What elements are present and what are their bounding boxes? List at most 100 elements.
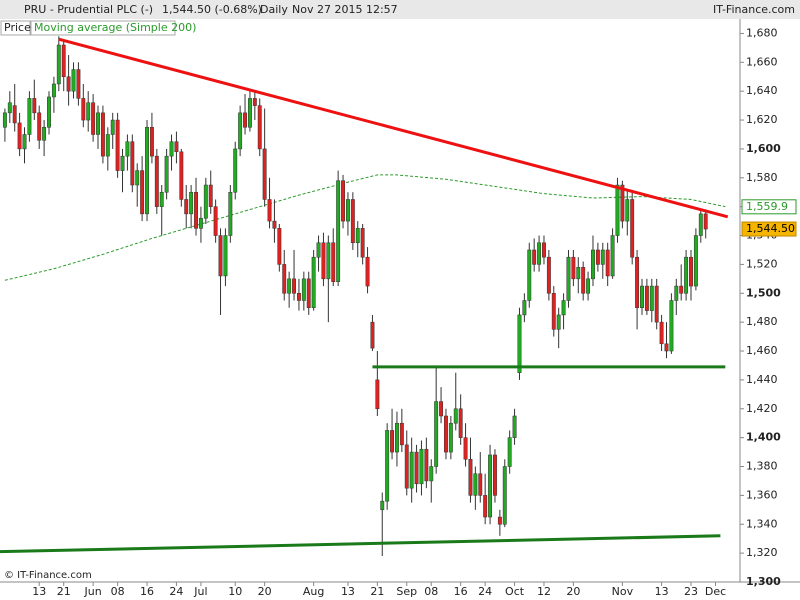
candle-body [145, 127, 149, 215]
y-tick-label: 1,460 [746, 344, 778, 357]
candle-body [605, 249, 610, 277]
candle-body [365, 256, 370, 287]
header-source: IT-Finance.com [713, 3, 795, 16]
candle-body [644, 285, 649, 311]
candle-body [125, 141, 130, 157]
candle-body [375, 379, 380, 410]
candle-body [581, 267, 586, 294]
candle-body [610, 235, 615, 277]
last-value-label: 1,559.9 [746, 200, 788, 213]
candle-body [61, 44, 66, 77]
candle-body [91, 102, 96, 135]
candle-body [404, 444, 409, 489]
candle-body [7, 102, 12, 114]
candle-body [571, 256, 576, 280]
candle-body [154, 155, 159, 207]
candle-body [517, 314, 522, 373]
x-tick-label: 23 [684, 585, 698, 598]
x-tick-label: 20 [566, 585, 580, 598]
candle-body [640, 285, 644, 308]
footer: © IT-Finance.com [4, 570, 92, 581]
y-tick-label: 1,500 [746, 286, 781, 299]
y-tick-label: 1,400 [746, 431, 781, 444]
candle-body [228, 191, 233, 236]
candle-body [32, 98, 37, 114]
candle-body [96, 112, 100, 135]
candle-body [292, 278, 296, 294]
header-quote: 1,544.50 (-0.68%) [162, 3, 262, 16]
x-tick-label: Jul [193, 585, 207, 598]
candle-body [532, 249, 537, 265]
candle-body [47, 96, 51, 128]
candle-body [635, 256, 640, 308]
candle-body [174, 141, 179, 153]
candle-body [81, 98, 86, 121]
candle-body [159, 191, 164, 207]
candle-body [649, 285, 654, 311]
x-tick-label: 21 [57, 585, 71, 598]
candle-body [591, 249, 595, 280]
x-tick-label: 13 [32, 585, 46, 598]
candle-body [203, 184, 208, 219]
candle-body [414, 451, 419, 485]
candle-body [600, 249, 605, 265]
candle-body [316, 242, 321, 258]
candle-body [252, 98, 257, 106]
candle-body [247, 98, 252, 128]
candle-body [86, 102, 91, 121]
candle-body [537, 242, 542, 265]
y-tick-label: 1,600 [746, 142, 781, 155]
candle-body [478, 473, 483, 496]
candle-body [595, 249, 600, 265]
header-period: Daily [260, 3, 288, 16]
x-tick-label: Sep [396, 585, 417, 598]
candle-body [566, 256, 571, 301]
candle-body [429, 466, 434, 482]
y-tick-label: 1,360 [746, 488, 778, 501]
x-tick-label: 24 [169, 585, 183, 598]
candle-body [149, 127, 154, 157]
candle-body [507, 437, 512, 467]
candle-body [546, 256, 551, 294]
candle-body [277, 228, 282, 265]
candle-body [42, 127, 47, 141]
candle-body [542, 242, 546, 258]
candle-body [399, 422, 404, 446]
x-tick-label: Jun [84, 585, 102, 598]
legend-box [30, 20, 176, 36]
candle-body [586, 278, 591, 294]
candle-body [493, 454, 497, 496]
candle-body [345, 199, 350, 222]
x-tick-label: 13 [655, 585, 669, 598]
candle-body [370, 321, 375, 349]
candle-body [463, 437, 468, 460]
y-tick-label: 1,320 [746, 546, 778, 559]
y-tick-label: 1,300 [746, 575, 781, 588]
candle-body [556, 314, 561, 330]
candle-body [561, 300, 566, 316]
trend-line [0, 534, 721, 554]
candle-body [257, 105, 262, 150]
candle-body [135, 170, 140, 186]
candle-body [669, 300, 674, 352]
candle-body [198, 217, 203, 229]
x-tick-label: 20 [258, 585, 272, 598]
candle-body [213, 206, 218, 236]
candle-body [674, 285, 679, 301]
last-value-box [741, 221, 797, 237]
x-tick-label: 24 [478, 585, 492, 598]
candle-body [194, 191, 198, 229]
candle-body [169, 141, 174, 157]
candle-body [551, 293, 556, 330]
candle-body [301, 278, 306, 301]
candle-body [71, 69, 76, 92]
x-tick-label: 16 [454, 585, 468, 598]
trend-line [58, 37, 729, 219]
candle-body [208, 184, 213, 207]
y-tick-label: 1,640 [746, 84, 778, 97]
candle-body [326, 242, 331, 280]
candle-body [615, 184, 620, 236]
candle-body [698, 213, 703, 236]
candle-body [272, 220, 277, 229]
candle-body [453, 408, 458, 424]
